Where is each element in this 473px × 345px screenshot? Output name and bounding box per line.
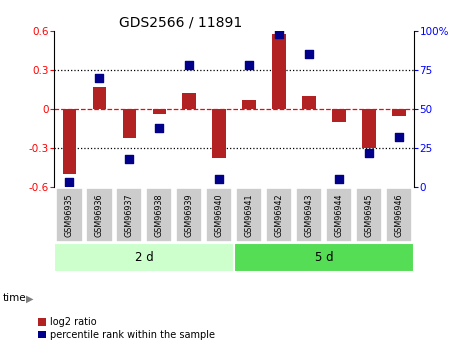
FancyBboxPatch shape (176, 188, 202, 242)
Text: GSM96935: GSM96935 (65, 193, 74, 237)
Bar (212, 109, 226, 158)
Text: GSM96942: GSM96942 (274, 193, 284, 237)
Point (185, 63, 193, 68)
Text: GSM96945: GSM96945 (364, 193, 374, 237)
Bar (302, 96, 316, 109)
Point (125, 156, 133, 162)
Bar (272, 34, 286, 109)
Text: GSM96936: GSM96936 (95, 193, 104, 237)
FancyBboxPatch shape (296, 188, 322, 242)
Point (245, 63, 253, 68)
Bar (123, 109, 136, 138)
FancyBboxPatch shape (206, 188, 232, 242)
FancyBboxPatch shape (236, 188, 263, 242)
Point (305, 52, 313, 57)
FancyBboxPatch shape (86, 188, 113, 242)
Point (215, 177, 223, 182)
FancyBboxPatch shape (54, 244, 234, 272)
FancyBboxPatch shape (326, 188, 352, 242)
Bar (362, 109, 376, 148)
Text: 5 d: 5 d (315, 250, 333, 264)
Text: GSM96938: GSM96938 (155, 193, 164, 237)
Text: GSM96939: GSM96939 (184, 193, 194, 237)
FancyBboxPatch shape (116, 188, 142, 242)
Bar (62, 109, 76, 174)
Text: GDS2566 / 11891: GDS2566 / 11891 (119, 16, 242, 30)
Text: GSM96943: GSM96943 (305, 193, 314, 237)
Text: ▶: ▶ (26, 294, 34, 303)
Point (335, 177, 343, 182)
Text: 2 d: 2 d (135, 250, 154, 264)
Point (275, 31, 283, 37)
Bar (392, 109, 406, 116)
Text: GSM96946: GSM96946 (394, 193, 403, 237)
Bar (183, 93, 196, 109)
Bar (332, 109, 346, 122)
Text: GSM96941: GSM96941 (245, 193, 254, 237)
Point (96, 75, 103, 81)
Bar (242, 100, 256, 109)
Point (395, 135, 403, 140)
Bar (93, 87, 106, 109)
Text: GSM96937: GSM96937 (125, 193, 134, 237)
FancyBboxPatch shape (385, 188, 412, 242)
FancyBboxPatch shape (146, 188, 173, 242)
Point (156, 125, 163, 130)
Bar (152, 109, 166, 114)
Text: time: time (2, 294, 26, 303)
Point (66, 180, 73, 185)
Text: GSM96940: GSM96940 (215, 193, 224, 237)
Legend: log2 ratio, percentile rank within the sample: log2 ratio, percentile rank within the s… (38, 317, 215, 340)
Point (365, 150, 373, 156)
Text: GSM96944: GSM96944 (334, 193, 343, 237)
FancyBboxPatch shape (234, 244, 414, 272)
FancyBboxPatch shape (266, 188, 292, 242)
FancyBboxPatch shape (356, 188, 382, 242)
FancyBboxPatch shape (56, 188, 83, 242)
